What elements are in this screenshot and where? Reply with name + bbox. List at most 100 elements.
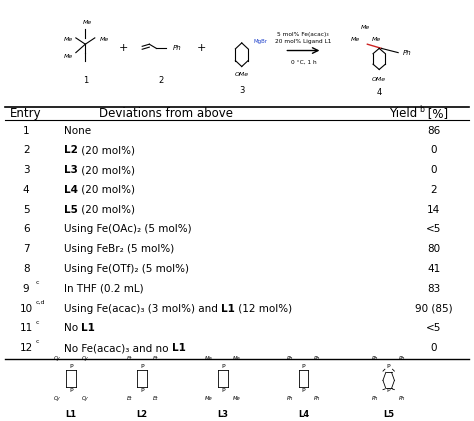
Text: 90 (85): 90 (85) — [415, 304, 453, 314]
Text: 3: 3 — [23, 165, 29, 175]
Text: 0: 0 — [430, 343, 437, 353]
Text: OMe: OMe — [235, 72, 249, 77]
Text: Using FeBr₂ (5 mol%): Using FeBr₂ (5 mol%) — [64, 244, 174, 254]
Text: 11: 11 — [19, 323, 33, 333]
Text: (12 mol%): (12 mol%) — [235, 304, 292, 314]
Text: +: + — [197, 43, 206, 53]
Text: Me: Me — [360, 25, 370, 30]
Text: (20 mol%): (20 mol%) — [78, 185, 135, 195]
Text: c: c — [36, 339, 39, 344]
Text: c: c — [36, 280, 39, 285]
Text: P: P — [140, 388, 144, 393]
Text: Ph: Ph — [314, 356, 320, 361]
Text: In THF (0.2 mL): In THF (0.2 mL) — [64, 284, 144, 294]
Text: Ph: Ph — [403, 50, 411, 56]
Text: Me: Me — [233, 356, 241, 361]
Text: No: No — [64, 323, 82, 333]
Text: L1: L1 — [82, 323, 95, 333]
Text: 9: 9 — [23, 284, 29, 294]
Text: Ph: Ph — [286, 396, 293, 401]
Text: Me: Me — [83, 20, 92, 25]
Text: P: P — [221, 364, 225, 369]
Text: 12: 12 — [19, 343, 33, 353]
Text: L1: L1 — [172, 343, 186, 353]
Text: L5: L5 — [383, 410, 394, 419]
Text: L3: L3 — [217, 410, 228, 419]
Text: 14: 14 — [427, 205, 440, 215]
Text: L4: L4 — [64, 185, 78, 195]
Text: L2: L2 — [137, 410, 148, 419]
Text: (20 mol%): (20 mol%) — [78, 145, 135, 155]
Text: OMe: OMe — [372, 77, 386, 82]
Text: Cy: Cy — [82, 356, 88, 361]
Text: Cy: Cy — [54, 396, 61, 401]
Text: 10: 10 — [19, 304, 33, 314]
Text: Deviations from above: Deviations from above — [99, 107, 233, 120]
Text: Me: Me — [205, 356, 212, 361]
Text: 2: 2 — [430, 185, 437, 195]
Text: P: P — [387, 388, 391, 393]
Text: P: P — [301, 364, 305, 369]
Text: Et: Et — [153, 396, 158, 401]
Text: Ph: Ph — [372, 356, 378, 361]
Text: P: P — [221, 388, 225, 393]
Text: Ph: Ph — [372, 396, 378, 401]
Text: 0: 0 — [430, 145, 437, 155]
Text: 0 °C, 1 h: 0 °C, 1 h — [291, 60, 316, 65]
Text: Cy: Cy — [54, 356, 61, 361]
Text: 5 mol% Fe(acac)₃: 5 mol% Fe(acac)₃ — [277, 32, 329, 37]
Text: Ph: Ph — [286, 356, 293, 361]
Text: No Fe(acac)₃ and no: No Fe(acac)₃ and no — [64, 343, 172, 353]
Text: 0: 0 — [430, 165, 437, 175]
Text: P: P — [387, 364, 391, 369]
Text: L1: L1 — [65, 410, 77, 419]
Text: 41: 41 — [427, 264, 440, 274]
Text: 1: 1 — [23, 125, 29, 136]
Text: Me: Me — [205, 396, 212, 401]
Text: 80: 80 — [427, 244, 440, 254]
Text: P: P — [69, 364, 73, 369]
Text: L1: L1 — [221, 304, 235, 314]
Text: Me: Me — [64, 37, 73, 43]
Text: 1: 1 — [82, 76, 88, 85]
Text: 7: 7 — [23, 244, 29, 254]
Text: 2: 2 — [158, 76, 164, 85]
Text: L3: L3 — [64, 165, 78, 175]
Text: 86: 86 — [427, 125, 440, 136]
Text: Ph: Ph — [399, 396, 406, 401]
Text: L2: L2 — [64, 145, 78, 155]
Text: Cy: Cy — [82, 396, 88, 401]
Text: L5: L5 — [64, 205, 78, 215]
Text: [%]: [%] — [424, 107, 448, 120]
Text: Et: Et — [153, 356, 158, 361]
Text: None: None — [64, 125, 91, 136]
Text: (20 mol%): (20 mol%) — [78, 165, 135, 175]
Text: Entry: Entry — [10, 107, 42, 120]
Text: Me: Me — [64, 54, 73, 59]
Text: Using Fe(acac)₃ (3 mol%) and: Using Fe(acac)₃ (3 mol%) and — [64, 304, 221, 314]
Text: 83: 83 — [427, 284, 440, 294]
Text: c,d: c,d — [36, 300, 45, 305]
Text: Et: Et — [127, 356, 132, 361]
Text: MgBr: MgBr — [254, 39, 268, 44]
Text: P: P — [69, 388, 73, 393]
Text: 3: 3 — [239, 86, 245, 95]
Text: L4: L4 — [298, 410, 309, 419]
Text: 4: 4 — [376, 88, 382, 97]
Text: Me: Me — [351, 37, 360, 43]
Text: Using Fe(OTf)₂ (5 mol%): Using Fe(OTf)₂ (5 mol%) — [64, 264, 189, 274]
Text: 2: 2 — [23, 145, 29, 155]
Text: 4: 4 — [23, 185, 29, 195]
Text: P: P — [301, 388, 305, 393]
Text: (20 mol%): (20 mol%) — [78, 205, 135, 215]
Text: <5: <5 — [426, 323, 441, 333]
Text: c: c — [36, 320, 39, 325]
Text: Ph: Ph — [399, 356, 406, 361]
Text: +: + — [118, 43, 128, 53]
Text: Yield: Yield — [389, 107, 417, 120]
Text: Et: Et — [127, 396, 132, 401]
Text: Ph: Ph — [314, 396, 320, 401]
Text: P: P — [140, 364, 144, 369]
Text: <5: <5 — [426, 224, 441, 234]
Text: Me: Me — [372, 37, 382, 43]
